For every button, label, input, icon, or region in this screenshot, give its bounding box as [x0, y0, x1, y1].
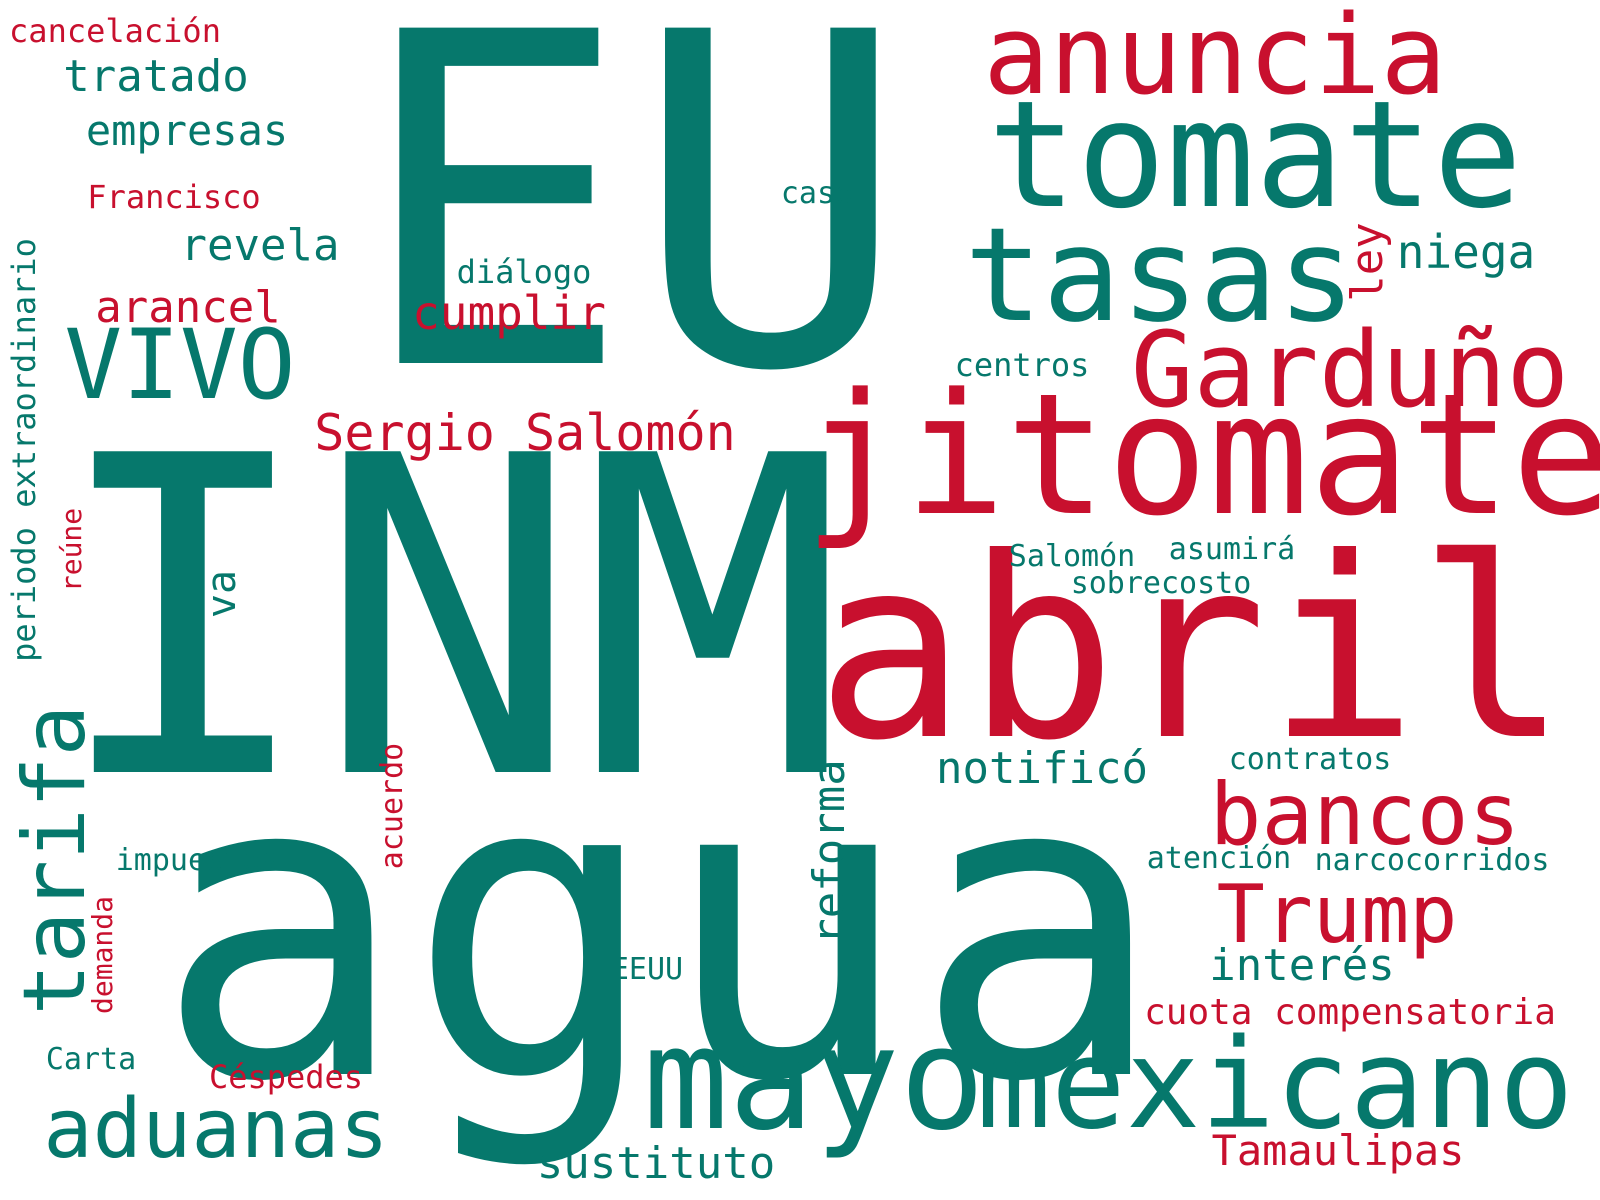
word-sergio-salomon: Sergio Salomón	[314, 404, 736, 462]
word-narcocorridos: narcocorridos	[1314, 843, 1550, 878]
word-eu: EU	[355, 0, 909, 472]
word-demanda: demanda	[86, 895, 119, 1015]
word-niega: niega	[1396, 225, 1536, 279]
word-impuestos: impuestos	[115, 843, 279, 878]
word-tratado: tratado	[63, 51, 249, 102]
word-arancel: arancel	[95, 282, 281, 333]
word-tomate: tomate	[987, 69, 1523, 241]
word-tamaulipas: Tamaulipas	[1211, 1126, 1465, 1175]
word-cumplir: cumplir	[412, 286, 606, 340]
word-reforma: reforma	[804, 759, 855, 945]
word-mayo: mayo	[643, 997, 985, 1162]
word-contratos: contratos	[1228, 742, 1392, 777]
word-eeuu: EEUU	[610, 952, 684, 987]
word-cuota-compensatoria: cuota compensatoria	[1144, 992, 1556, 1033]
word-atencion: atención	[1146, 841, 1292, 876]
word-trump: Trump	[1216, 868, 1458, 961]
word-vivo: VIVO	[64, 309, 296, 421]
word-sobrecosto: sobrecosto	[1070, 566, 1252, 601]
word-asumira: asumirá	[1168, 532, 1296, 567]
word-cancelacion: cancelación	[9, 12, 221, 50]
word-centros: centros	[954, 346, 1090, 384]
word-francisco: Francisco	[87, 178, 261, 216]
word-tasas: tasas	[964, 199, 1356, 351]
word-anuncia: anuncia	[983, 0, 1447, 119]
word-mexicano: mexicano	[976, 1013, 1574, 1157]
word-abril: abril	[815, 504, 1569, 795]
word-reune: reúne	[55, 507, 88, 593]
word-periodo-extraordinario: periodo extraordinario	[5, 238, 43, 662]
word-jitomate: jitomate	[803, 357, 1600, 553]
word-salomon: Salomón	[1008, 539, 1136, 574]
word-caso: caso	[780, 176, 854, 211]
word-ley: ley	[1342, 222, 1393, 302]
word-cespedes: Céspedes	[208, 1058, 364, 1096]
word-dialogo: diálogo	[456, 253, 592, 291]
word-empresas: empresas	[85, 106, 289, 155]
word-inm: INM	[50, 364, 846, 876]
word-interes: interés	[1209, 940, 1395, 991]
word-acuerdo: acuerdo	[375, 742, 410, 870]
word-aduanas: aduanas	[43, 1082, 389, 1177]
word-agua: agua	[154, 685, 1166, 1174]
word-garduno: Garduño	[1130, 309, 1570, 431]
word-bancos: bancos	[1209, 765, 1521, 865]
word-carta: Carta	[45, 1042, 137, 1077]
word-sustituto: sustituto	[536, 1138, 776, 1189]
word-va: va	[199, 569, 245, 619]
word-notifico: notificó	[936, 743, 1148, 794]
word-revela: revela	[180, 220, 340, 271]
